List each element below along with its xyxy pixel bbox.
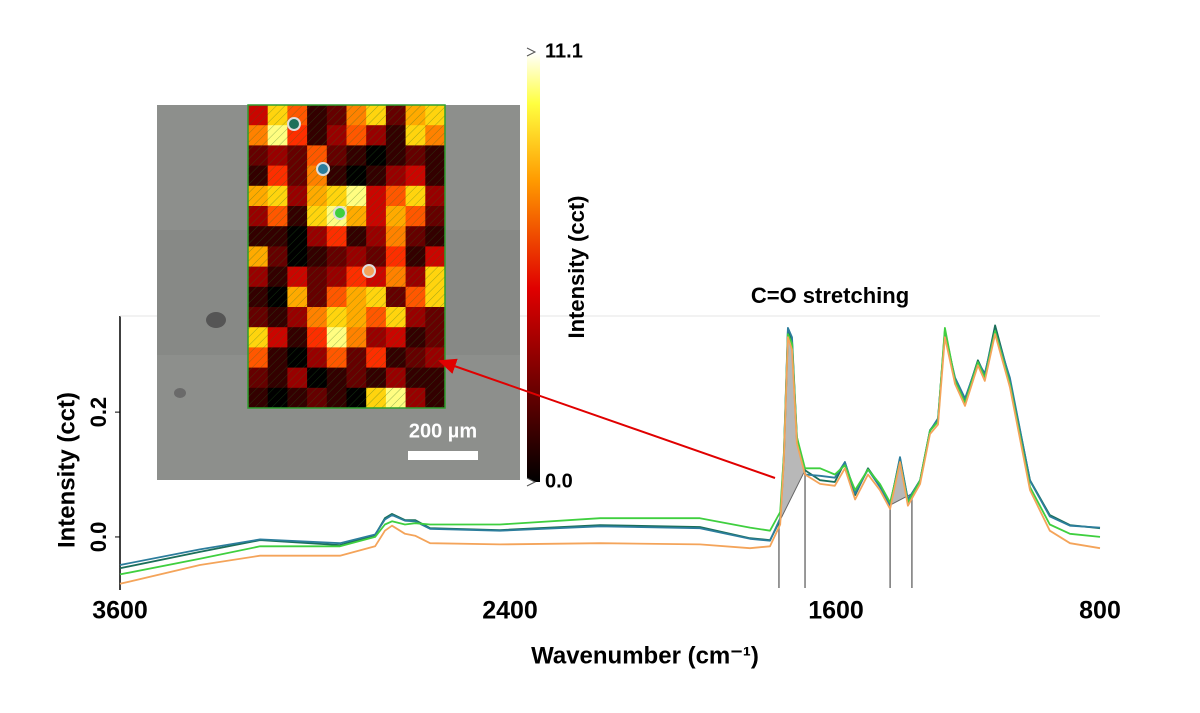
spot-marker (287, 117, 301, 131)
y-tick-label: 0.0 (86, 522, 111, 553)
colorbar-tick-label: 0.0 (545, 470, 573, 492)
x-tick-label: 2400 (482, 597, 538, 625)
heatmap-frame (247, 104, 446, 409)
inset-map: 200 µm Intensity (cct) 11.1 0.0 (157, 40, 589, 492)
scale-bar-label: 200 µm (409, 420, 477, 442)
colorbar-tick (526, 477, 537, 487)
x-axis-title: Wavenumber (cm⁻¹) (531, 642, 759, 669)
optical-image-spot (206, 312, 226, 328)
annotation: C=O stretching (751, 283, 909, 308)
x-tick-label: 800 (1079, 597, 1121, 625)
spectrum-line (119, 327, 1101, 576)
spot-marker (316, 162, 330, 176)
spectrum-plot: 0.0 0.2 3600 2400 1600 800 (86, 315, 1121, 625)
x-tick-label: 1600 (808, 597, 864, 625)
x-tick-label: 3600 (92, 597, 148, 625)
y-tick-label: 0.2 (86, 397, 111, 428)
optical-image-spot (174, 388, 186, 398)
spot-marker (333, 206, 347, 220)
colorbar-tick-label: 11.1 (545, 40, 583, 62)
colorbar-tick (526, 47, 537, 57)
colorbar (527, 52, 540, 482)
colorbar-label: Intensity (cct) (564, 195, 589, 338)
pointer-arrow (438, 358, 776, 479)
spectrum-line (119, 333, 1101, 585)
scale-bar (408, 451, 478, 460)
spot-marker (362, 264, 376, 278)
y-axis-title: Intensity (cct) (53, 392, 80, 548)
